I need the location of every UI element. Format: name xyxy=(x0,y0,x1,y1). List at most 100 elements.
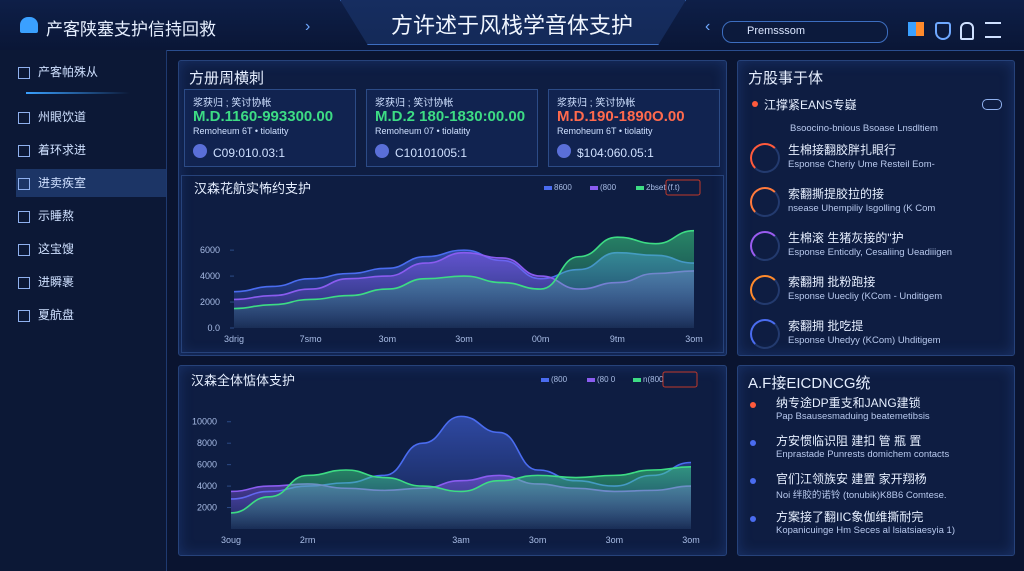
chart-box: 汉森花航实怖约支护 0.0 2000 4000 6000 3drig 7smo 3om 3om 0… xyxy=(181,175,724,353)
menu-icon[interactable] xyxy=(985,22,1001,38)
y-tick-label: 6000 xyxy=(197,460,217,470)
card-label: 浆获归 ; 笑讨协帐 xyxy=(193,98,272,109)
nav-icon xyxy=(18,112,30,124)
progress-ring xyxy=(750,231,780,261)
panel-title: 方册周横刺 xyxy=(189,70,265,87)
stat-card: 浆获归 ; 笑讨协帐 M.D.190-1890O.00 Remoheum 6T • … xyxy=(548,89,720,167)
logo xyxy=(20,17,38,33)
item-title: 生棉接翻胶胖扎眼行 xyxy=(788,143,897,157)
item-title: 方案接了翻IIC象伽维撕耐完 xyxy=(776,510,924,524)
x-tick-label: 3om xyxy=(606,535,624,545)
nav-icon xyxy=(18,145,30,157)
legend-label: (800 xyxy=(600,183,617,192)
card-badge: $104:060.05:1 xyxy=(577,146,654,160)
right-panel-bottom: A.F接EICDNCG统 纳专途DP重支和JANG建锁 Pap Bsausesma… xyxy=(737,365,1015,556)
chart-title: 汉森花航实怖约支护 xyxy=(194,181,311,196)
x-tick-label: 3om xyxy=(379,334,397,344)
nav-item[interactable]: 夏航盘 xyxy=(38,308,75,322)
bell-icon[interactable] xyxy=(960,22,974,40)
item-sub: Noi 绊胶的诺铃 (tonubik)K8B6 Comtese. xyxy=(776,490,947,501)
y-tick-label: 4000 xyxy=(200,271,220,281)
nav-item[interactable]: 这宝馊 xyxy=(38,242,75,256)
item-title: 索翻拥 批吃提 xyxy=(788,319,864,333)
page-title: 方许述于风栈学音体支护 xyxy=(390,13,633,38)
nav-item[interactable]: 产客帕殊从 xyxy=(38,65,99,79)
bullet xyxy=(750,440,756,446)
card-label: 浆获归 ; 笑讨协帐 xyxy=(375,98,454,109)
bullet xyxy=(750,478,756,484)
nav-icon xyxy=(18,178,30,190)
title-frame xyxy=(340,0,686,45)
nav-icon xyxy=(18,244,30,256)
stat-card: 浆获归 ; 笑讨协帐 M.D.1160-993300.00 Remoheum 6T … xyxy=(184,89,356,167)
y-tick-label: 10000 xyxy=(192,417,217,427)
flag-icon[interactable] xyxy=(908,22,924,36)
series-line xyxy=(230,465,692,514)
series-line xyxy=(233,229,695,310)
progress-ring xyxy=(750,275,780,305)
list-head: 江撑紧EANS专嶷 xyxy=(764,98,857,112)
card-icon xyxy=(375,144,389,158)
sidebar: 产客帕殊从州眼饮道着环求进进卖疾室示睡熬这宝馊进瞬裹夏航盘 xyxy=(0,50,167,571)
main-panel-bottom: 汉森全体惦体支护 2000 4000 6000 8000 10000 3oug 2rm 3am 3… xyxy=(178,365,727,556)
card-badge: C10101005:1 xyxy=(395,146,468,160)
legend-swatch xyxy=(636,186,644,190)
nav-item[interactable]: 着环求进 xyxy=(38,143,87,157)
item-title: 官们江领族安 建置 家开翔杨 xyxy=(776,472,927,486)
legend-label: (80 0 xyxy=(597,375,616,384)
y-tick-label: 0.0 xyxy=(207,323,220,333)
search-box[interactable]: Premsssom xyxy=(722,21,888,43)
list-head-sub: Bsoocino-bnious Bsoase Lnsdltiem xyxy=(790,123,938,134)
card-sub: Remoheum 6T • tiolatity xyxy=(557,126,653,136)
card-badge: C09:010.03:1 xyxy=(213,146,286,160)
item-sub: nsease Uhempiliy Isgolling (K Com xyxy=(788,203,936,214)
nav-icon xyxy=(18,211,30,223)
chart-title: 汉森全体惦体支护 xyxy=(191,373,295,388)
toggle xyxy=(982,99,1002,110)
item-title: 纳专途DP重支和JANG建锁 xyxy=(776,396,921,410)
nav-item[interactable]: 州眼饮道 xyxy=(38,110,87,124)
panel-title: A.F接EICDNCG统 xyxy=(748,375,871,392)
x-tick-label: 3om xyxy=(529,535,547,545)
x-tick-label: 3om xyxy=(682,535,700,545)
card-value: M.D.2 180-1830:00.00 xyxy=(375,108,526,125)
arrow: ‹ xyxy=(705,18,711,35)
legend-swatch xyxy=(541,378,549,382)
card-label: 浆获归 ; 笑讨协帐 xyxy=(557,98,636,109)
x-tick-label: 9tm xyxy=(610,334,625,344)
nav-item[interactable]: 进卖疾室 xyxy=(16,169,166,197)
card-sub: Remoheum 6T • tiolatity xyxy=(193,126,289,136)
x-tick-label: 3om xyxy=(685,334,703,344)
search-text: Premsssom xyxy=(747,25,806,37)
nav-item[interactable]: 进瞬裹 xyxy=(38,275,75,289)
x-tick-label: 3oug xyxy=(221,535,241,545)
legend-swatch xyxy=(633,378,641,382)
nav-item[interactable]: 示睡熬 xyxy=(38,209,75,223)
chart: 汉森花航实怖约支护 0.0 2000 4000 6000 3drig 7smo 3om 3om 0… xyxy=(194,179,703,344)
bullet xyxy=(750,516,756,522)
bullet xyxy=(750,402,756,408)
item-sub: Esponse Uuecliy (KCom - Unditigem xyxy=(788,291,943,302)
item-sub: Esponse Enticdly, Cesaliing Ueadiiigen xyxy=(788,247,953,258)
nav-icon xyxy=(18,310,30,322)
legend-swatch xyxy=(590,186,598,190)
item-title: 方安惯临识阻 建扣 管 瓶 置 xyxy=(776,434,922,448)
item-sub: Esponse Uhedyy (KCom) Uhditigem xyxy=(788,335,941,346)
card-icon xyxy=(557,144,571,158)
x-tick-label: 3om xyxy=(455,334,473,344)
shield-icon[interactable] xyxy=(935,22,951,40)
card-value: M.D.190-1890O.00 xyxy=(557,108,685,125)
item-title: 生棉滚 生猪灰接的"护 xyxy=(788,231,904,245)
legend-label: n(800 xyxy=(643,375,664,384)
item-sub: Enprastade Punrests domichem contacts xyxy=(776,449,950,460)
card-sub: Remoheum 07 • tiolatity xyxy=(375,126,471,136)
x-tick-label: 2rm xyxy=(300,535,316,545)
legend-swatch xyxy=(587,378,595,382)
card-value: M.D.1160-993300.00 xyxy=(193,108,334,125)
filter-button xyxy=(662,371,698,388)
legend-swatch xyxy=(544,186,552,190)
arrow: › xyxy=(305,18,311,35)
y-tick-label: 4000 xyxy=(197,481,217,491)
x-tick-label: 00m xyxy=(532,334,550,344)
